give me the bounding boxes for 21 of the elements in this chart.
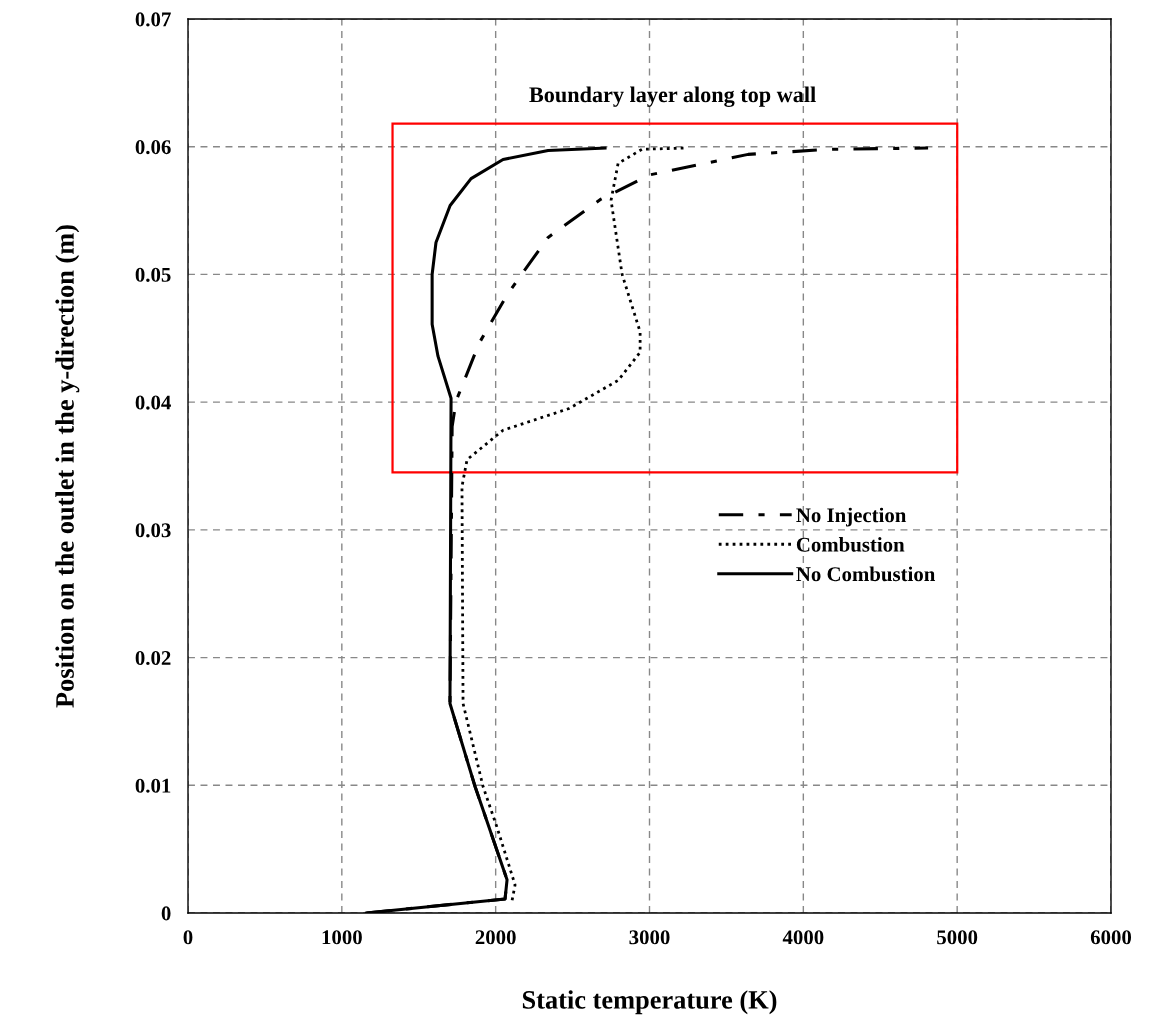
x-tick-label: 6000: [1090, 930, 1132, 945]
annotation: Boundary layer along top wall: [529, 86, 816, 107]
y-tick-label: 0.04: [135, 395, 171, 410]
x-tick-label: 2000: [475, 930, 516, 945]
y-tick-label: 0.02: [135, 650, 171, 666]
y-axis-title: Position on the outlet in the y-direction (m): [55, 225, 80, 708]
y-tick-label: 0: [161, 906, 171, 921]
x-tick-label: 0: [183, 930, 193, 945]
x-tick-label: 3000: [629, 930, 670, 945]
x-tick-label: 1000: [322, 930, 362, 945]
y-tick-label: 0.07: [135, 12, 171, 27]
x-axis-title: Static temperature (K): [522, 990, 777, 1015]
x-tick-label: 5000: [937, 930, 978, 945]
y-tick-label: 0.06: [135, 140, 171, 155]
y-tick-label: 0.01: [135, 778, 171, 793]
legend-label: No Combustion: [796, 566, 936, 582]
y-tick-label: 0.05: [135, 267, 171, 282]
x-tick-label: 4000: [782, 930, 824, 945]
legend-label: Combustion: [796, 537, 905, 552]
legend-label: No Injection: [796, 507, 907, 527]
y-tick-label: 0.03: [135, 523, 171, 538]
